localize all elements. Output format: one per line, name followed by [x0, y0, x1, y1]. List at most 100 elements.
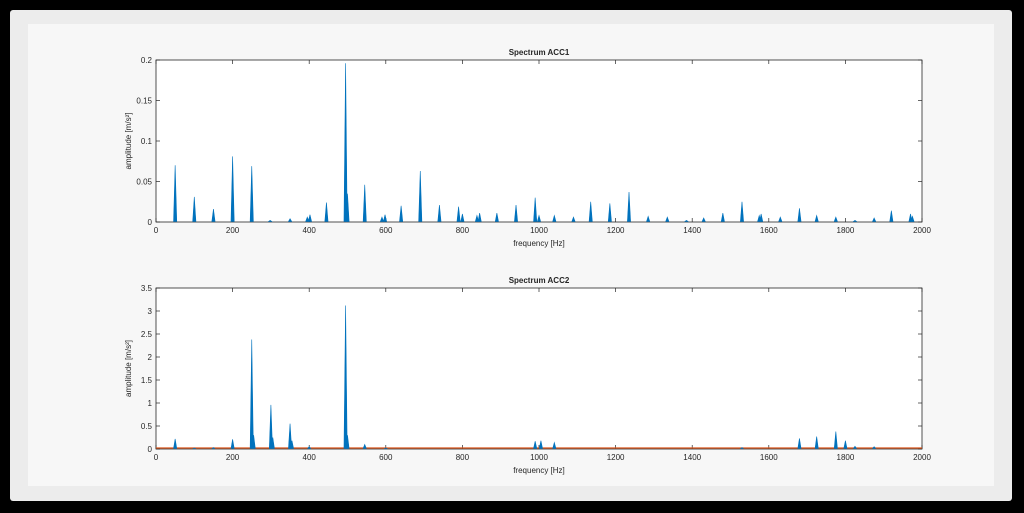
series-group — [173, 305, 877, 449]
spectrum-peak — [289, 440, 294, 449]
spectrum-peak — [456, 206, 461, 222]
spectrum-peak — [538, 440, 543, 449]
x-tick-label: 400 — [303, 226, 317, 235]
x-axis-label: frequency [Hz] — [513, 466, 565, 475]
spectrum-peak — [249, 166, 254, 222]
spectrum-peak — [418, 170, 423, 222]
y-tick-label: 1 — [148, 399, 153, 408]
spectrum-peak — [814, 436, 819, 449]
x-tick-label: 0 — [154, 226, 159, 235]
spectrum-peak — [383, 214, 388, 222]
spectrum-peak — [571, 216, 576, 222]
y-tick-label: 2 — [148, 353, 153, 362]
spectrum-peak — [343, 63, 348, 222]
spectrum-peak — [362, 184, 367, 222]
spectrum-peak — [533, 441, 538, 449]
spectrum-peak — [192, 196, 197, 222]
x-tick-label: 1000 — [530, 226, 548, 235]
spectrum-peak — [514, 204, 518, 222]
spectrum-peak — [211, 209, 216, 222]
y-tick-label: 0.5 — [141, 422, 153, 431]
x-tick-label: 400 — [303, 453, 317, 462]
spectrum-peak — [324, 202, 329, 222]
figure-canvas: Spectrum ACC1 0 200 400 600 800 1000 1200 1400 16… — [28, 24, 994, 486]
spectrum-peak — [683, 220, 690, 222]
spectrum-peak — [230, 439, 235, 449]
y-tick-label: 2.5 — [141, 330, 153, 339]
x-tick-label: 1200 — [607, 226, 625, 235]
spectrum-peak — [345, 435, 350, 449]
spectrum-peak — [287, 218, 293, 222]
spectrum-peak — [305, 216, 310, 222]
spectrum-peak — [379, 216, 384, 222]
x-tick-label: 800 — [456, 453, 470, 462]
y-tick-label: 0 — [148, 445, 153, 454]
spectrum-peak — [588, 201, 593, 222]
spectrum-peak — [852, 220, 858, 222]
y-tick-label: 0 — [148, 218, 153, 227]
x-tick-label: 200 — [226, 453, 240, 462]
spectrum-peak — [251, 435, 256, 449]
x-tick-label: 600 — [379, 453, 393, 462]
spectrum-peak — [701, 217, 706, 222]
spectrum-peak — [270, 437, 275, 449]
spectrum-peak — [230, 156, 235, 222]
y-tick-label: 0.15 — [136, 97, 152, 106]
spectrum-peak — [399, 205, 404, 222]
figure-frame: Spectrum ACC1 0 200 400 600 800 1000 1200 1400 16… — [10, 10, 1012, 501]
spectrum-peak — [533, 197, 538, 222]
x-tick-label: 600 — [379, 226, 393, 235]
spectrum-peak — [288, 423, 292, 449]
y-tick-label: 0.1 — [141, 137, 153, 146]
x-tick-label: 0 — [154, 453, 159, 462]
spectrum-peak — [889, 210, 894, 222]
spectrum-peak — [268, 404, 273, 449]
y-axis-label: amplitude [m/s²] — [124, 113, 133, 170]
x-tick-label: 2000 — [913, 453, 931, 462]
spectrum-peak — [173, 165, 178, 222]
plot-area — [155, 59, 923, 223]
x-tick-label: 2000 — [913, 226, 931, 235]
x-tick-label: 1200 — [607, 453, 625, 462]
spectrum-peak — [173, 438, 178, 449]
series-group — [173, 63, 915, 222]
spectrum-peak — [362, 443, 367, 449]
subplot-2: Spectrum ACC2 0 200 400 600 800 1000 1200 1400 16… — [124, 276, 931, 475]
x-tick-label: 800 — [456, 226, 470, 235]
x-tick-label: 200 — [226, 226, 240, 235]
spectrum-peak — [267, 220, 273, 222]
y-tick-label: 1.5 — [141, 376, 153, 385]
spectrum-peak — [871, 446, 877, 449]
spectrum-peak — [307, 214, 312, 222]
spectrum-peak — [437, 204, 442, 222]
x-tick-label: 1600 — [760, 453, 778, 462]
x-tick-label: 1800 — [837, 226, 855, 235]
y-axis-label: amplitude [m/s²] — [124, 340, 133, 397]
spectrum-peak — [494, 213, 499, 222]
plot-area — [155, 287, 923, 450]
spectrum-peak — [345, 193, 350, 222]
y-tick-label: 3.5 — [141, 284, 153, 293]
spectrum-peak — [910, 215, 915, 222]
subplot-1: Spectrum ACC1 0 200 400 600 800 1000 1200 1400 16… — [124, 48, 931, 248]
spectrum-peak — [460, 213, 465, 222]
spectrum-peak — [537, 214, 541, 222]
spectrum-peak — [665, 216, 670, 222]
spectrum-peak — [740, 201, 744, 222]
spectrum-peak — [833, 216, 838, 222]
spectrum-peak — [249, 339, 254, 449]
x-axis-label: frequency [Hz] — [513, 239, 565, 248]
spectrum-peak — [474, 214, 479, 222]
spectrum-peak — [797, 208, 802, 222]
spectrum-peak — [833, 431, 838, 449]
spectrum-peak — [211, 447, 216, 449]
spectrum-peak — [759, 213, 764, 222]
spectrum-peak — [552, 214, 557, 222]
y-tick-label: 0.2 — [141, 56, 153, 65]
spectrum-peak — [552, 441, 557, 449]
x-tick-label: 1000 — [530, 453, 548, 462]
spectrum-peak — [627, 192, 631, 222]
y-tick-label: 0.05 — [136, 178, 152, 187]
spectrum-peak — [814, 214, 819, 222]
x-tick-label: 1400 — [683, 226, 701, 235]
